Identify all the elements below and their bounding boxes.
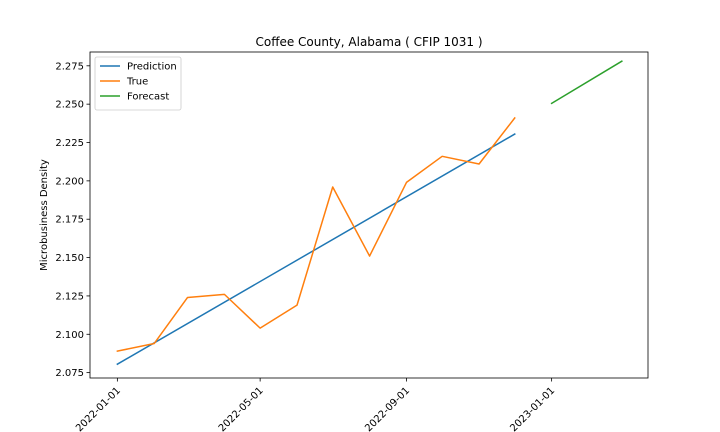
y-tick-label: 2.225 bbox=[55, 138, 84, 149]
y-axis-title: Microbusiness Density bbox=[39, 159, 50, 271]
y-tick-label: 2.150 bbox=[55, 253, 84, 264]
series-line-forecast bbox=[550, 60, 623, 105]
series-line-prediction bbox=[116, 133, 516, 366]
y-tick-label: 2.275 bbox=[55, 61, 84, 72]
y-tick-label: 2.100 bbox=[55, 330, 84, 341]
y-tick-label: 2.200 bbox=[55, 176, 84, 187]
legend-label-prediction: Prediction bbox=[127, 62, 177, 73]
y-tick-label: 2.250 bbox=[55, 100, 84, 111]
legend-label-forecast: Forecast bbox=[127, 92, 169, 103]
y-tick-label: 2.125 bbox=[55, 291, 84, 302]
plot-area bbox=[116, 60, 623, 366]
legend: Prediction True Forecast bbox=[94, 56, 182, 111]
chart-title: Coffee County, Alabama ( CFIP 1031 ) bbox=[255, 35, 482, 49]
axes-frame bbox=[89, 51, 649, 379]
y-tick-label: 2.175 bbox=[55, 215, 84, 226]
y-tick-label: 2.075 bbox=[55, 368, 84, 379]
series-line-true bbox=[116, 116, 516, 353]
legend-label-true: True bbox=[126, 77, 148, 88]
